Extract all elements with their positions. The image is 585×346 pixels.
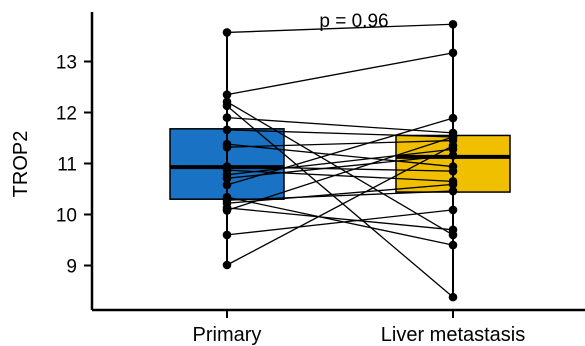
y-ticks: 9 10 11 12 13 <box>56 53 92 278</box>
pair-line-13 <box>226 117 454 186</box>
point-primary-18 <box>222 206 232 215</box>
pair-line-6 <box>226 129 454 138</box>
point-primary-4 <box>222 101 232 111</box>
pair-line-7 <box>226 143 454 168</box>
pair-line-5 <box>226 116 454 134</box>
pair-line-19 <box>226 209 454 236</box>
point-primary-2 <box>222 90 232 99</box>
point-liver-metastasis-17 <box>448 225 458 235</box>
point-liver-metastasis-15 <box>448 186 458 196</box>
point-primary-13 <box>222 180 232 190</box>
points-layer <box>222 19 458 302</box>
pair-line-20 <box>226 145 454 266</box>
pair-line-2 <box>226 52 454 96</box>
y-tick-label-13: 13 <box>56 53 77 74</box>
pair-line-12 <box>226 154 454 179</box>
axes: 9 10 11 12 13 Primary Liver metastasis <box>56 12 585 346</box>
x-label-liver-metastasis: Liver metastasis <box>381 324 526 346</box>
y-tick-label-10: 10 <box>56 206 77 227</box>
point-liver-metastasis-13 <box>448 113 458 123</box>
y-tick-label-12: 12 <box>56 104 77 125</box>
point-liver-metastasis-14 <box>448 240 458 250</box>
pair-line-11 <box>226 148 454 176</box>
pair-line-16 <box>226 183 454 204</box>
point-primary-20 <box>222 260 232 270</box>
point-liver-metastasis-9 <box>448 166 458 176</box>
pair-line-4 <box>226 105 454 298</box>
point-liver-metastasis-2 <box>448 48 458 58</box>
pair-line-9 <box>226 165 454 172</box>
box-layer <box>169 128 511 200</box>
point-liver-metastasis-4 <box>448 292 458 302</box>
pair-line-18 <box>226 136 454 212</box>
pair-line-10 <box>226 169 454 182</box>
plot-area <box>169 19 511 302</box>
point-primary-1 <box>222 28 232 37</box>
point-liver-metastasis-19 <box>448 205 458 215</box>
point-primary-5 <box>222 113 232 122</box>
point-liver-metastasis-12 <box>448 151 458 160</box>
point-liver-metastasis-16 <box>448 180 458 189</box>
point-liver-metastasis-1 <box>448 19 458 29</box>
point-primary-12 <box>222 173 232 183</box>
point-primary-19 <box>222 230 232 240</box>
y-tick-label-9: 9 <box>66 257 77 278</box>
point-liver-metastasis-18 <box>448 132 458 142</box>
point-liver-metastasis-20 <box>448 141 458 150</box>
pair-line-8 <box>226 139 454 148</box>
y-tick-label-11: 11 <box>57 155 77 176</box>
pair-line-17 <box>226 207 454 231</box>
point-primary-6 <box>222 125 232 135</box>
pair-line-14 <box>226 196 454 246</box>
point-primary-8 <box>222 142 232 152</box>
p-value-annotation: p = 0.96 <box>319 11 388 32</box>
x-category-labels: Primary Liver metastasis <box>193 310 526 346</box>
y-axis-title: TROP2 <box>10 131 32 198</box>
pair-line-1 <box>226 23 454 34</box>
x-label-primary: Primary <box>193 324 262 346</box>
pair-lines-layer <box>226 23 454 298</box>
